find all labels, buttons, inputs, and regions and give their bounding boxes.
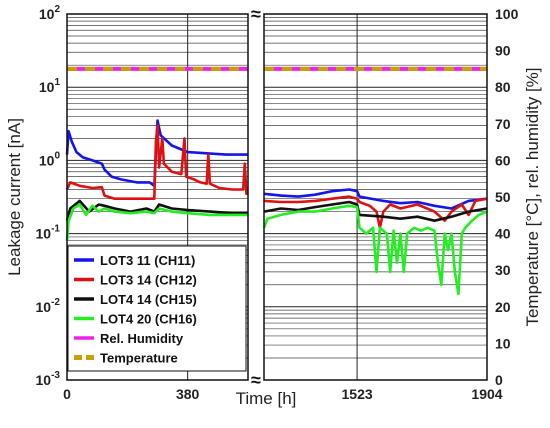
legend-label-0: LOT3 11 (CH11) (100, 253, 195, 268)
y-right-tick-label: 40 (495, 226, 511, 242)
y-right-tick-label: 50 (495, 189, 511, 205)
data-layer (65, 66, 488, 296)
series-line-1 (65, 124, 488, 230)
legend-label-4: Rel. Humidity (100, 331, 184, 346)
y-right-tick-label: 80 (495, 79, 511, 95)
x-tick-label: 380 (176, 386, 200, 402)
y-right-tick-label: 100 (495, 6, 519, 22)
legend: LOT3 11 (CH11) LOT3 14 (CH12) LOT4 14 (CH1… (67, 245, 247, 372)
y-right-tick-label: 60 (495, 152, 511, 168)
y-left-tick-label: 10-2 (36, 297, 61, 315)
y-right-tick-label: 30 (495, 262, 511, 278)
y-left-tick-label: 10-3 (36, 370, 61, 388)
x-tick-label: 1523 (342, 386, 373, 402)
x-tick-label: 0 (63, 386, 71, 402)
y-left-tick-label: 10-1 (36, 224, 61, 242)
y-right-tick-label: 70 (495, 116, 511, 132)
y-left-tick-label: 102 (39, 4, 61, 22)
series-line-0 (65, 119, 488, 210)
legend-label-5: Temperature (100, 351, 178, 366)
y-right-tick-label: 20 (495, 299, 511, 315)
legend-label-3: LOT4 20 (CH16) (100, 312, 197, 327)
y-right-axis-title: Temperature [°C], rel. humidity [%] (523, 67, 542, 326)
y-left-tick-label: 101 (39, 77, 61, 95)
y-right-tick-label: 10 (495, 335, 511, 351)
y-left-tick-label: 100 (39, 150, 61, 168)
y-right-tick-label: 90 (495, 43, 511, 59)
y-right-tick-label: 0 (495, 372, 503, 388)
tick-layer: 10-310-210-11001011020102030405060708090… (36, 4, 519, 402)
x-tick-label: 1904 (471, 386, 502, 402)
frame-layer: ≈≈ (66, 4, 488, 390)
legend-label-1: LOT3 14 (CH12) (100, 273, 197, 288)
series-line-2 (65, 199, 488, 222)
y-left-axis-title: Leakage current [nA] (5, 118, 24, 276)
legend-label-2: LOT4 14 (CH15) (100, 292, 197, 307)
axis-break-mask (250, 370, 262, 390)
legend-box (67, 245, 247, 372)
series-line-3 (65, 203, 488, 296)
axis-break-symbol: ≈ (251, 4, 261, 24)
plot-frame-1 (263, 13, 488, 381)
plot-frame-0 (66, 13, 249, 381)
x-axis-title: Time [h] (236, 389, 297, 408)
axis-break-symbol: ≈ (251, 370, 261, 390)
axis-break-mask (250, 4, 262, 24)
